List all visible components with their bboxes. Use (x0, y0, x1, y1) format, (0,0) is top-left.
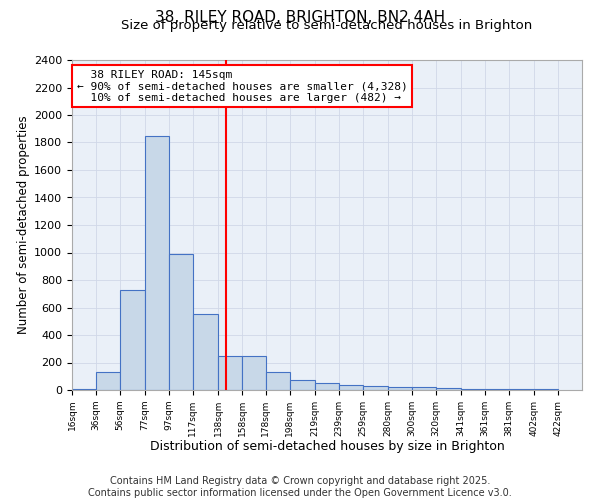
Bar (339, 385, 363, 390)
Bar (242, 356, 266, 390)
Text: Contains HM Land Registry data © Crown copyright and database right 2025.
Contai: Contains HM Land Registry data © Crown c… (88, 476, 512, 498)
Y-axis label: Number of semi-detached properties: Number of semi-detached properties (17, 116, 30, 334)
Bar (412, 387, 436, 390)
Bar (388, 386, 412, 390)
Text: 38 RILEY ROAD: 145sqm
← 90% of semi-detached houses are smaller (4,328)
  10% of: 38 RILEY ROAD: 145sqm ← 90% of semi-deta… (77, 70, 407, 103)
Bar (436, 388, 461, 390)
Bar (169, 254, 193, 390)
Bar (218, 356, 242, 390)
Bar (145, 136, 169, 390)
Bar (461, 388, 485, 390)
X-axis label: Distribution of semi-detached houses by size in Brighton: Distribution of semi-detached houses by … (149, 440, 505, 454)
Bar (96, 372, 120, 390)
Bar (266, 372, 290, 390)
Bar (72, 388, 96, 390)
Bar (193, 314, 218, 390)
Bar (363, 386, 388, 390)
Text: 38, RILEY ROAD, BRIGHTON, BN2 4AH: 38, RILEY ROAD, BRIGHTON, BN2 4AH (155, 10, 445, 25)
Bar (290, 380, 315, 390)
Bar (120, 290, 145, 390)
Title: Size of property relative to semi-detached houses in Brighton: Size of property relative to semi-detach… (121, 20, 533, 32)
Bar (315, 383, 339, 390)
